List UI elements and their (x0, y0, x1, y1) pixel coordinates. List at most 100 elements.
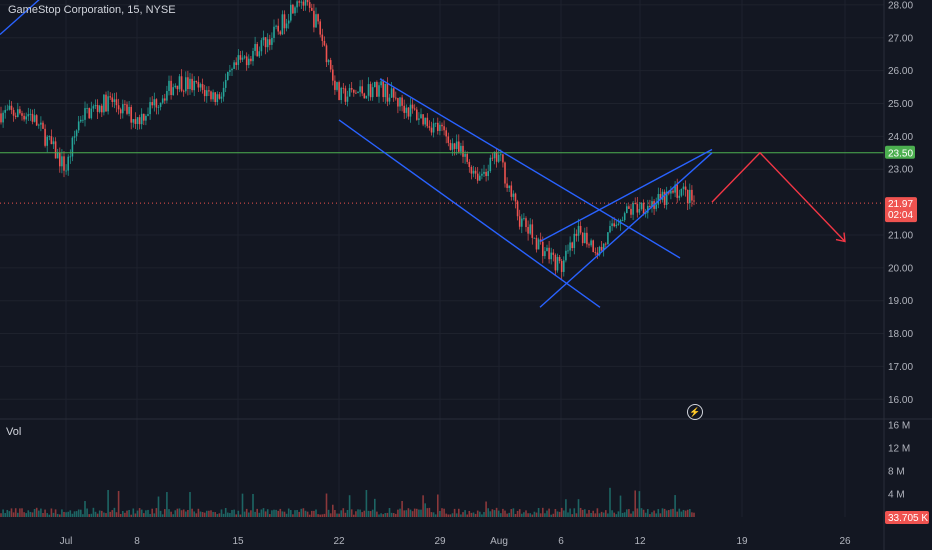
candle-body (380, 81, 382, 86)
volume-bar (399, 508, 401, 517)
volume-bar (636, 508, 639, 517)
volume-bar (220, 509, 223, 517)
volume-bar (487, 508, 489, 517)
candle-body (665, 191, 668, 205)
candle-body (197, 82, 200, 88)
candle-body (329, 60, 332, 70)
last-volume-text: 33.705 K (888, 513, 928, 524)
volume-bar (54, 509, 57, 517)
candle-body (119, 109, 122, 114)
volume-bar (4, 513, 6, 517)
candle-body (63, 156, 65, 171)
volume-bar (500, 513, 502, 517)
volume-bar (445, 513, 447, 517)
candle-body (416, 109, 418, 120)
candle-body (40, 122, 42, 125)
candle-body (437, 122, 439, 132)
volume-bar (208, 510, 210, 517)
candle-body (403, 105, 405, 113)
volume-bar (130, 514, 132, 517)
volume-bar (365, 490, 368, 517)
volume-bar (386, 512, 389, 517)
volume-bar (248, 512, 250, 517)
candle-body (397, 98, 399, 107)
lightning-alert-icon[interactable]: ⚡ (687, 404, 703, 420)
candle-body (82, 119, 84, 121)
candle-body (663, 191, 666, 205)
candle-body (94, 105, 97, 107)
volume-bar (38, 510, 40, 517)
candle-body (315, 14, 317, 28)
volume-bar (653, 510, 655, 517)
candle-body (689, 189, 691, 203)
candle-body (355, 92, 357, 94)
candle-body (537, 239, 540, 250)
volume-bar (455, 513, 458, 517)
volume-bar (609, 487, 611, 517)
time-tick-label: Jul (60, 536, 73, 547)
volume-bar (239, 514, 242, 517)
candle-body (605, 243, 607, 245)
candle-body (151, 102, 153, 106)
volume-bar (71, 513, 74, 517)
volume-bar (565, 499, 567, 517)
volume-bar (269, 514, 271, 517)
candle-body (682, 186, 685, 189)
candle-body (623, 213, 626, 221)
candle-body (287, 20, 290, 24)
volume-bar (529, 513, 531, 517)
volume-bar (344, 512, 347, 517)
volume-bar (80, 509, 82, 517)
volume-bar (147, 509, 149, 517)
volume-label[interactable]: Vol (6, 426, 22, 438)
volume-bar (140, 509, 143, 517)
volume-bar (581, 509, 584, 517)
candle-body (145, 115, 147, 121)
candle-body (132, 119, 135, 123)
volume-bar (613, 512, 615, 517)
volume-bar (395, 513, 397, 517)
candle-body (254, 44, 256, 51)
candle-body (384, 83, 387, 98)
candle-body (105, 94, 107, 112)
time-tick-label: 29 (434, 536, 446, 547)
support-price-badge (885, 145, 915, 159)
candle-body (418, 118, 420, 120)
candle-body (33, 115, 36, 122)
volume-bar (590, 512, 592, 517)
symbol-title[interactable]: GameStop Corporation, 15, NYSE (8, 4, 176, 16)
candle-body (203, 89, 206, 97)
projection-path (711, 151, 846, 243)
volume-bar (504, 510, 506, 517)
volume-bar (128, 509, 130, 517)
volume-bar (153, 513, 156, 517)
candle-body (166, 90, 168, 101)
volume-bar (212, 511, 214, 517)
volume-bar (401, 500, 403, 517)
candle-body (80, 119, 82, 122)
candle-body (525, 218, 527, 228)
candle-body (579, 225, 582, 233)
candle-body (0, 113, 2, 123)
candle-body (266, 39, 269, 48)
candle-body (206, 90, 208, 97)
candle-body (61, 156, 63, 167)
candle-body (88, 108, 90, 119)
volume-bar (229, 513, 231, 517)
volume-bar (579, 507, 582, 517)
candle-body (260, 40, 263, 52)
volume-bar (651, 512, 653, 517)
candle-body (495, 151, 498, 162)
candle-body (500, 154, 502, 156)
trend-drawings[interactable] (0, 0, 884, 308)
candle-body (224, 80, 227, 88)
candle-body (325, 45, 328, 63)
candle-body (476, 173, 479, 181)
candle-body (359, 86, 361, 92)
candle-body (680, 188, 683, 196)
candle-body (474, 170, 477, 174)
candle-body (647, 205, 649, 213)
volume-bar (413, 508, 416, 517)
volume-bar (558, 511, 561, 517)
